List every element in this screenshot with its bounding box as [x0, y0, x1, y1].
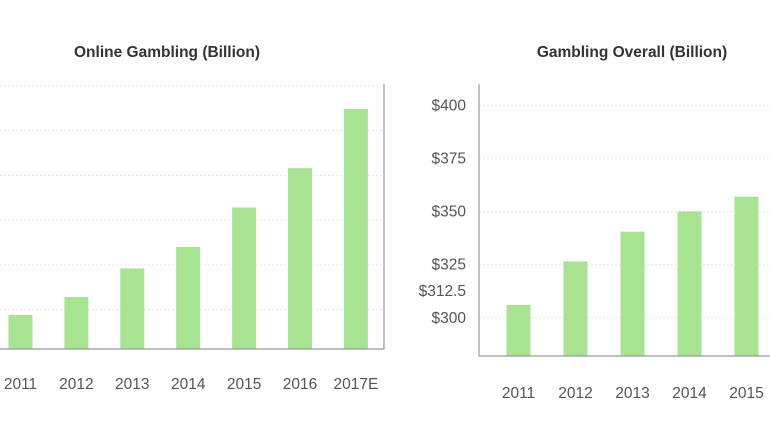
y-tick-label: $350 [432, 204, 467, 221]
bar-2014 [176, 246, 201, 349]
x-tick-label: 2016 [283, 376, 317, 393]
x-tick-label: 2012 [558, 385, 592, 402]
x-tick-label: 2014 [171, 376, 206, 393]
bar-2013 [120, 268, 145, 349]
y-tick-label: $325 [432, 257, 466, 274]
bar-2013 [620, 231, 645, 356]
y-tick-label: $375 [432, 150, 466, 167]
chart-title-gambling-overall: Gambling Overall (Billion) [537, 44, 727, 61]
bar-2012 [563, 261, 588, 356]
x-tick-label: 2011 [502, 385, 535, 402]
chart-title-online-gambling: Online Gambling (Billion) [74, 44, 260, 61]
bar-2011 [8, 314, 33, 349]
bar-2015 [734, 196, 759, 356]
y-tick-label: $300 [432, 310, 467, 327]
bar-2011 [506, 305, 531, 356]
x-tick-label: 2014 [672, 385, 707, 402]
x-tick-label: 2015 [729, 385, 763, 402]
x-tick-label: 2017E [333, 376, 378, 393]
x-tick-label: 2013 [615, 385, 649, 402]
y-tick-label: $312.5 [419, 283, 466, 300]
bar-2015 [232, 207, 257, 349]
bar-2014 [677, 211, 702, 356]
x-tick-label: 2011 [4, 376, 37, 393]
bar-2012 [64, 297, 89, 349]
bar-2017E [343, 109, 368, 349]
x-tick-label: 2012 [59, 376, 93, 393]
online-gambling-chart: 2011 2012 2013 2014 2015 2016 2017E [0, 84, 385, 393]
bar-2016 [288, 168, 312, 349]
y-tick-label: $400 [432, 97, 467, 114]
x-tick-label: 2013 [115, 376, 149, 393]
gambling-overall-chart: $400 $375 $350 $325 $312.5 $300 2011 2012 2013 20… [419, 84, 770, 402]
x-tick-label: 2015 [227, 376, 261, 393]
